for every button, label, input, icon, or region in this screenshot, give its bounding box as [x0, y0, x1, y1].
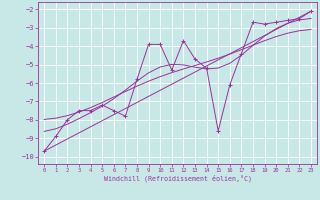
X-axis label: Windchill (Refroidissement éolien,°C): Windchill (Refroidissement éolien,°C) — [104, 175, 252, 182]
